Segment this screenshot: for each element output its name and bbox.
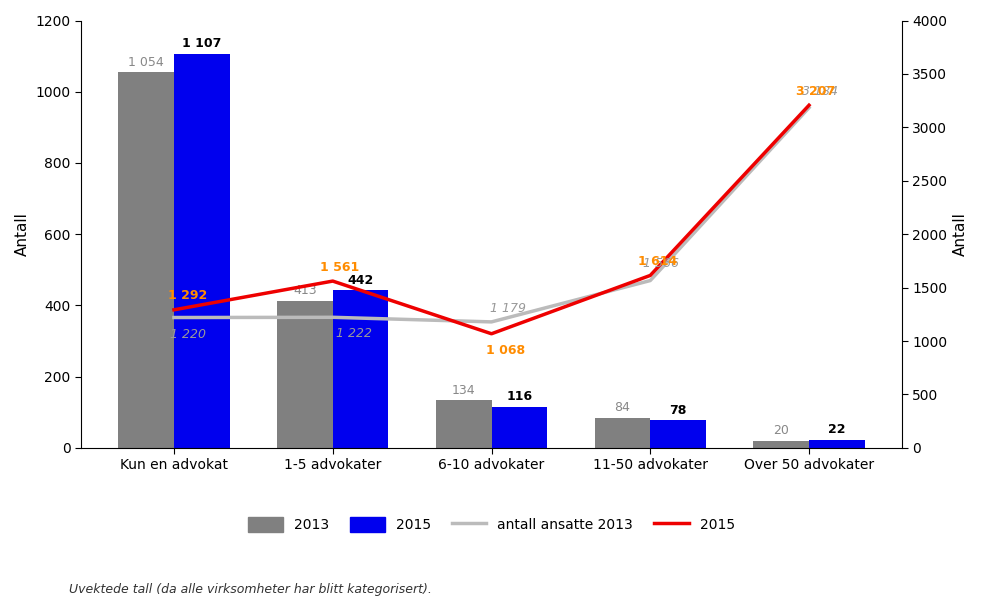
Text: 22: 22 bbox=[828, 423, 845, 437]
Text: 1 614: 1 614 bbox=[638, 255, 677, 268]
Bar bbox=[492, 407, 548, 448]
Text: 1 561: 1 561 bbox=[320, 261, 360, 274]
Legend: 2013, 2015, antall ansatte 2013, 2015: 2013, 2015, antall ansatte 2013, 2015 bbox=[241, 510, 742, 539]
Text: 1 292: 1 292 bbox=[168, 289, 207, 302]
Bar bbox=[277, 301, 332, 448]
Bar bbox=[595, 418, 651, 448]
Text: 84: 84 bbox=[614, 401, 630, 415]
Bar bbox=[435, 400, 492, 448]
Text: 116: 116 bbox=[506, 390, 533, 403]
Text: 78: 78 bbox=[669, 404, 687, 416]
Text: 1 179: 1 179 bbox=[491, 302, 526, 314]
Text: 1 107: 1 107 bbox=[182, 37, 221, 50]
Bar bbox=[651, 420, 706, 448]
Text: 1 054: 1 054 bbox=[129, 56, 164, 69]
Bar bbox=[809, 440, 865, 448]
Text: 1 068: 1 068 bbox=[486, 344, 525, 357]
Text: 1 222: 1 222 bbox=[335, 328, 372, 340]
Text: 3 184: 3 184 bbox=[802, 85, 838, 97]
Text: 1 566: 1 566 bbox=[644, 257, 679, 271]
Y-axis label: Antall: Antall bbox=[15, 212, 30, 256]
Text: Uvektede tall (da alle virksomheter har blitt kategorisert).: Uvektede tall (da alle virksomheter har … bbox=[69, 583, 432, 596]
Text: 3 207: 3 207 bbox=[796, 85, 836, 98]
Y-axis label: Antall: Antall bbox=[953, 212, 968, 256]
Text: 20: 20 bbox=[774, 424, 789, 437]
Bar bbox=[753, 441, 809, 448]
Bar bbox=[174, 54, 230, 448]
Bar bbox=[332, 291, 388, 448]
Text: 413: 413 bbox=[293, 284, 317, 297]
Text: 134: 134 bbox=[452, 384, 476, 396]
Bar bbox=[118, 72, 174, 448]
Text: 442: 442 bbox=[347, 274, 374, 287]
Text: 1 220: 1 220 bbox=[170, 328, 205, 340]
